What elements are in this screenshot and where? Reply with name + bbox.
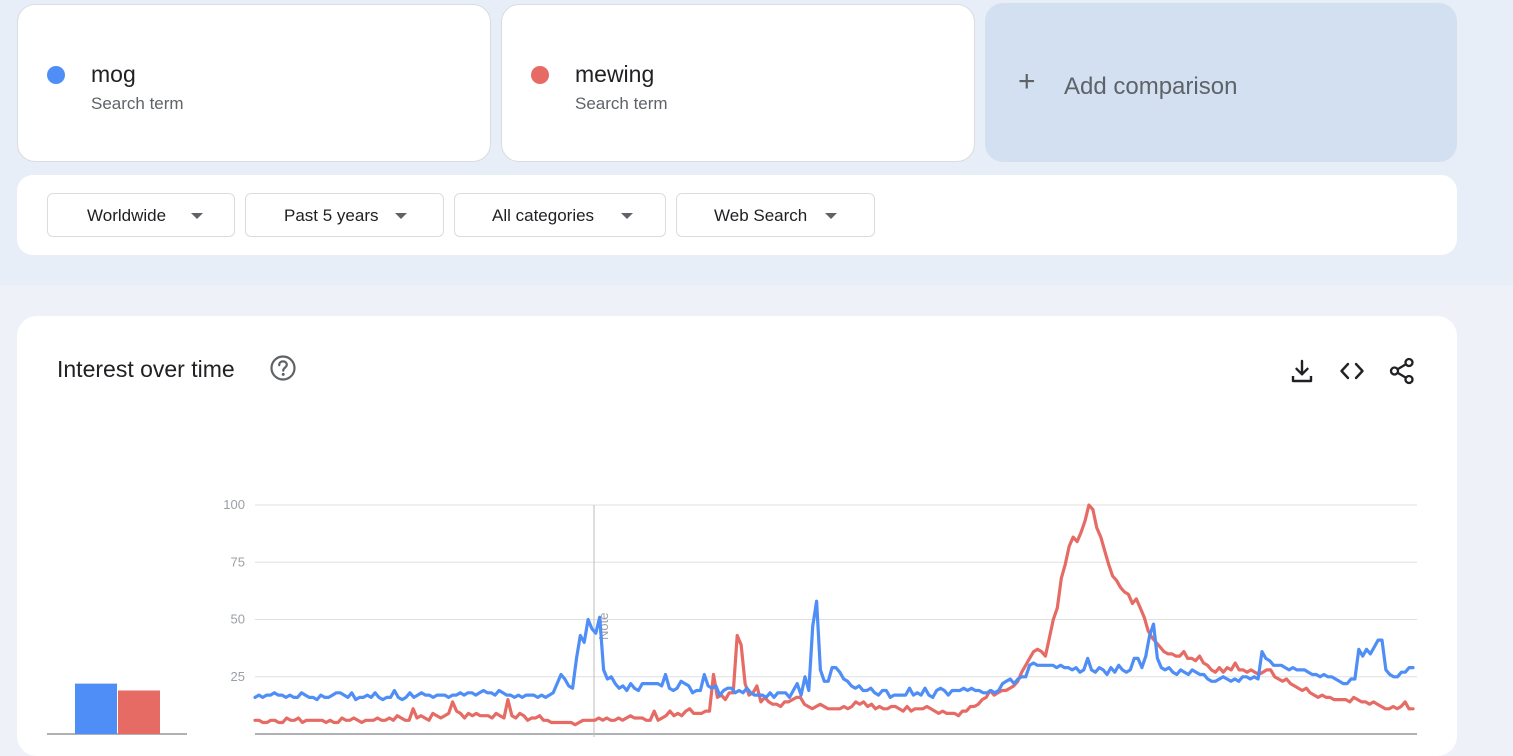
filter-label: Past 5 years bbox=[284, 206, 379, 225]
filter-label: Worldwide bbox=[87, 206, 167, 225]
y-tick-label: 50 bbox=[231, 612, 245, 627]
term-name[interactable]: mog bbox=[91, 61, 136, 87]
term-type: Search term bbox=[575, 94, 668, 113]
series-line-mog bbox=[253, 599, 1415, 702]
chart-title: Interest over time bbox=[57, 356, 235, 382]
chevron-down-icon bbox=[191, 213, 203, 219]
help-icon[interactable] bbox=[269, 354, 297, 382]
filter-label: All categories bbox=[492, 206, 595, 225]
interest-over-time-card: Interest over time bbox=[17, 316, 1457, 756]
region-filter-dropdown[interactable]: Worldwide bbox=[47, 193, 235, 237]
share-icon[interactable] bbox=[1387, 356, 1417, 386]
y-tick-label: 75 bbox=[231, 554, 245, 569]
term-name[interactable]: mewing bbox=[575, 61, 655, 87]
category-filter-dropdown[interactable]: All categories bbox=[454, 193, 666, 237]
y-tick-label: 25 bbox=[231, 669, 245, 684]
term-type: Search term bbox=[91, 94, 184, 113]
filter-bar: Worldwide Past 5 years All categories We… bbox=[17, 175, 1457, 255]
search-type-filter-dropdown[interactable]: Web Search bbox=[676, 193, 875, 237]
chevron-down-icon bbox=[395, 213, 407, 219]
term-color-dot bbox=[531, 66, 549, 84]
add-comparison-button[interactable]: + Add comparison bbox=[985, 3, 1457, 162]
filter-label: Web Search bbox=[714, 206, 808, 225]
chevron-down-icon bbox=[621, 213, 633, 219]
search-term-card-mewing[interactable]: mewing Search term bbox=[501, 4, 975, 162]
chevron-down-icon bbox=[825, 213, 837, 219]
average-bar-mog bbox=[75, 683, 117, 734]
plus-icon: + bbox=[1018, 65, 1036, 98]
download-icon[interactable] bbox=[1287, 356, 1317, 386]
add-comparison-label: Add comparison bbox=[1064, 73, 1238, 100]
search-term-card-mog[interactable]: mog Search term bbox=[17, 4, 491, 162]
embed-code-icon[interactable] bbox=[1337, 356, 1367, 386]
average-bar-mewing bbox=[118, 690, 160, 734]
term-color-dot bbox=[47, 66, 65, 84]
y-tick-label: 100 bbox=[223, 497, 245, 512]
time-range-filter-dropdown[interactable]: Past 5 years bbox=[245, 193, 444, 237]
series-line-mewing bbox=[253, 503, 1415, 727]
